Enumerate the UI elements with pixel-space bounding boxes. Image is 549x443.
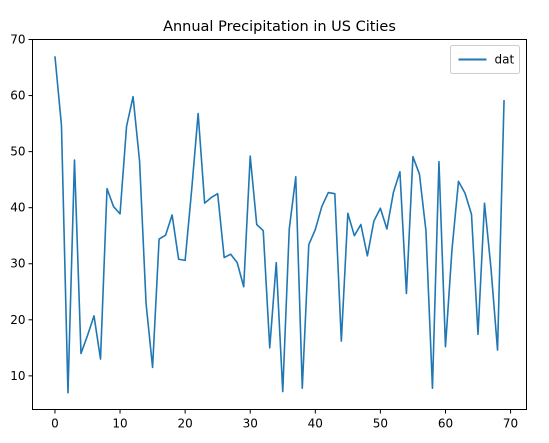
x-tick-label: 20 bbox=[177, 417, 192, 431]
legend-label-dat: dat bbox=[495, 53, 515, 67]
y-tick-label: 50 bbox=[10, 145, 25, 159]
y-tick-label: 20 bbox=[10, 313, 25, 327]
x-tick-label: 70 bbox=[503, 417, 518, 431]
chart-title: Annual Precipitation in US Cities bbox=[163, 19, 396, 35]
legend: dat bbox=[450, 45, 520, 74]
y-tick-label: 10 bbox=[10, 369, 25, 383]
y-tick-label: 60 bbox=[10, 89, 25, 103]
x-tick-label: 10 bbox=[112, 417, 127, 431]
x-tick-label: 30 bbox=[243, 417, 258, 431]
y-tick-label: 70 bbox=[10, 33, 25, 47]
x-tick-label: 0 bbox=[51, 417, 59, 431]
y-tick-label: 30 bbox=[10, 257, 25, 271]
x-tick-label: 60 bbox=[438, 417, 453, 431]
plot-frame bbox=[32, 39, 527, 410]
x-tick-label: 40 bbox=[308, 417, 323, 431]
x-axis: 0 10 20 30 40 50 60 70 bbox=[51, 409, 518, 431]
series-line-dat bbox=[54, 56, 505, 394]
y-axis: 10 20 30 40 50 60 70 bbox=[10, 33, 33, 383]
y-tick-label: 40 bbox=[10, 201, 25, 215]
x-tick-label: 50 bbox=[373, 417, 388, 431]
plot-area bbox=[32, 39, 527, 410]
